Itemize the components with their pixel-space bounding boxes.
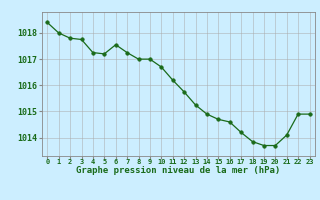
X-axis label: Graphe pression niveau de la mer (hPa): Graphe pression niveau de la mer (hPa) — [76, 166, 281, 175]
